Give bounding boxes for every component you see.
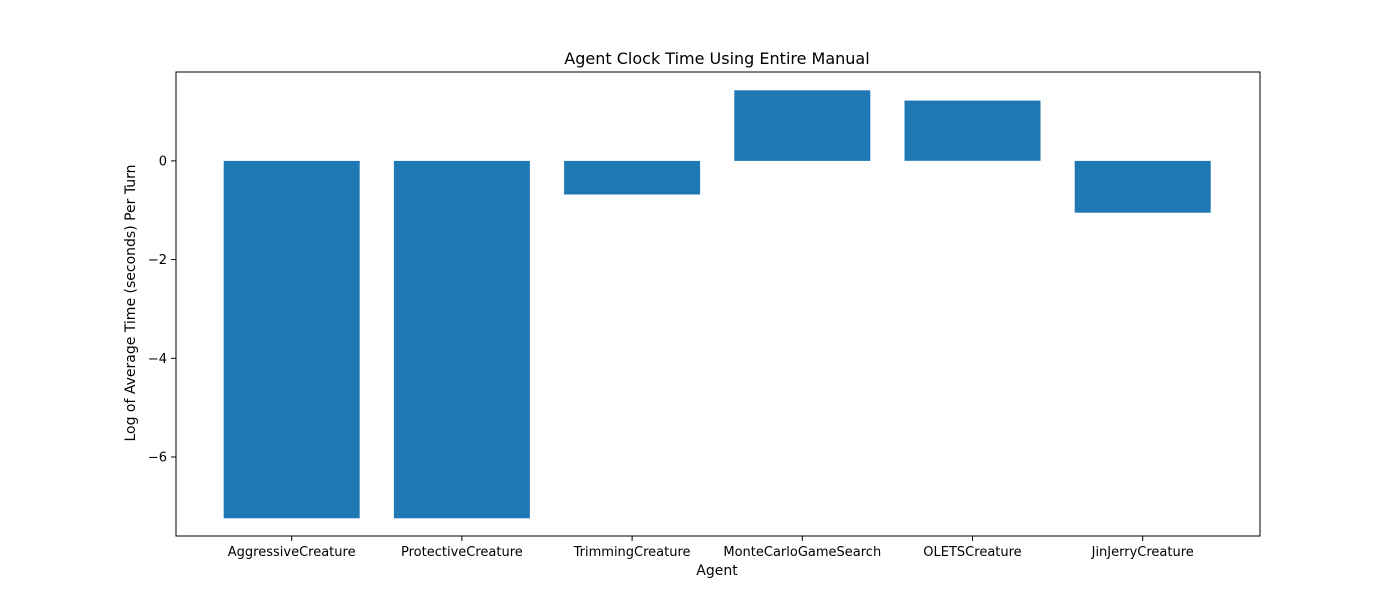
chart-title: Agent Clock Time Using Entire Manual [564,49,869,68]
x-tick-label: ProtectiveCreature [401,545,523,560]
bar-JinJerryCreature [1074,160,1211,213]
bar-TrimmingCreature [564,160,701,195]
x-tick-label: JinJerryCreature [1091,545,1194,560]
x-tick-label: TrimmingCreature [573,545,691,560]
x-tick-label: AggressiveCreature [228,545,356,560]
x-tick-label: MonteCarloGameSearch [723,545,881,560]
bar-ProtectiveCreature [393,160,530,519]
bar-AggressiveCreature [223,160,360,519]
x-axis: AggressiveCreature ProtectiveCreature Trim… [228,536,1194,560]
y-tick-label: −6 [148,451,167,466]
x-tick-label: OLETSCreature [923,545,1021,560]
plot-frame [175,71,1261,537]
y-tick-label: −2 [148,253,167,268]
x-axis-label: Agent [696,563,738,579]
bars-layer [223,90,1211,519]
y-axis: 0 −2 −4 −6 [148,154,176,466]
y-tick-label: 0 [159,154,167,169]
y-tick-label: −4 [148,352,167,367]
bar-MonteCarloGameSearch [734,90,871,161]
bar-OLETSCreature [904,100,1041,161]
y-axis-label: Log of Average Time (seconds) Per Turn [123,164,139,441]
